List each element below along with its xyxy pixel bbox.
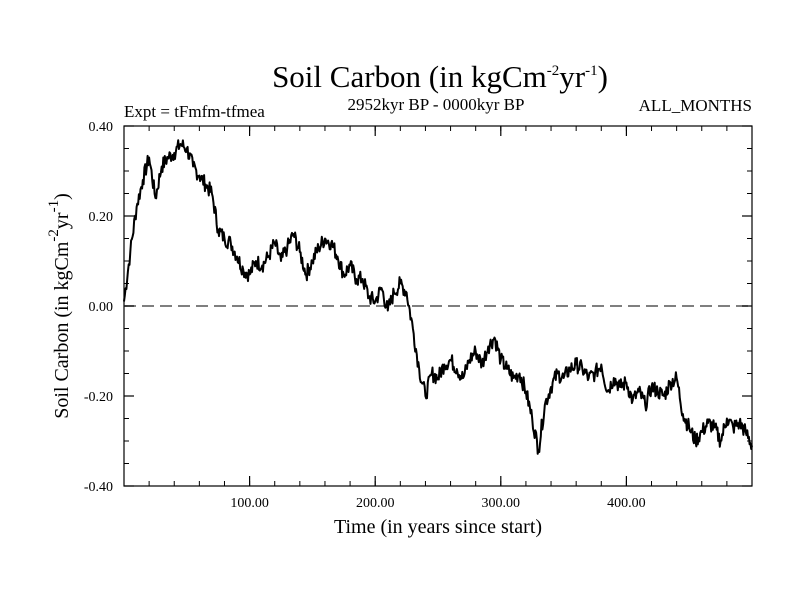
y-tick-label: 0.20 <box>89 210 114 225</box>
x-tick-label: 300.00 <box>482 496 521 511</box>
y-tick-label: -0.40 <box>84 480 113 495</box>
series-line-soil-carbon <box>123 139 753 455</box>
time-range-label: 2952kyr BP - 0000kyr BP <box>348 95 525 114</box>
months-label: ALL_MONTHS <box>639 96 752 115</box>
x-tick-label: 200.00 <box>356 496 395 511</box>
y-tick-label: -0.20 <box>84 390 113 405</box>
x-axis-label: Time (in years since start) <box>334 516 542 538</box>
x-tick-label: 400.00 <box>607 496 646 511</box>
y-axis-label: Soil Carbon (in kgCm-2yr-1) <box>46 193 73 419</box>
axis-ticks: 100.00 200.00 300.00 400.00 -0.40 -0.20 0.00 0.… <box>84 120 752 511</box>
chart-title: Soil Carbon (in kgCm-2yr-1) <box>272 59 608 94</box>
x-tick-label: 100.00 <box>230 496 269 511</box>
chart-titles: Soil Carbon (in kgCm-2yr-1) Expt = tFmfm… <box>124 59 752 121</box>
experiment-label: Expt = tFmfm-tfmea <box>124 102 265 121</box>
y-tick-label: 0.40 <box>89 120 114 135</box>
y-tick-label: 0.00 <box>89 300 114 315</box>
